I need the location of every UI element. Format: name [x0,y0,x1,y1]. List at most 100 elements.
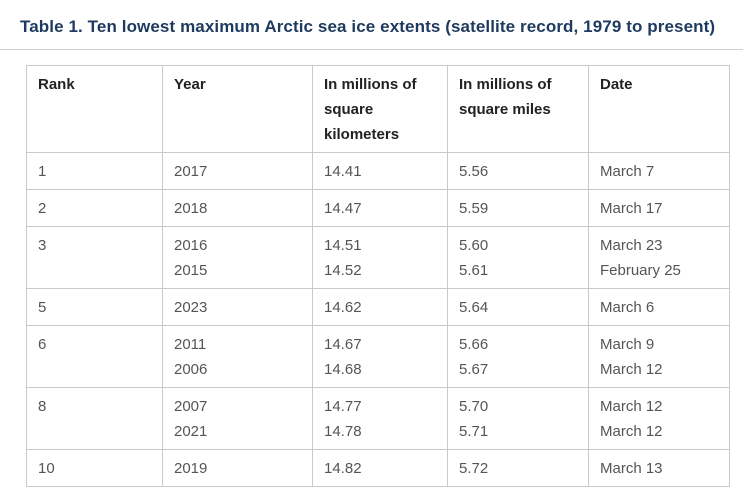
sea-ice-extent-table: Rank Year In millions of square kilometers In… [26,65,730,487]
cell-value: 14.52 [324,262,362,279]
cell-value: 2017 [174,163,208,180]
cell-value: 14.62 [324,299,362,316]
cell-value: 2 [38,200,47,217]
cell-value: 14.77 [324,398,362,415]
cell-value: 10 [38,460,55,477]
cell-value: 5.56 [459,163,489,180]
cell-value: 5.71 [459,423,489,440]
cell-value: March 7 [600,163,655,180]
column-header-line: Year [174,76,206,93]
cell-value: 3 [38,237,47,254]
cell-value: 2011 [174,336,207,353]
cell-value: 2016 [174,237,208,254]
column-header-year: Year [162,65,313,153]
cell-year: 2023 [162,288,313,326]
table-row: 8 2007 2021 14.77 14.78 5.70 5.71 March 12 March… [26,387,730,450]
cell-date: March 9 March 12 [588,325,730,388]
cell-value: 2021 [174,423,208,440]
cell-value: 2019 [174,460,208,477]
column-header-line: square [324,101,374,118]
cell-value: March 9 [600,336,655,353]
column-header-line: Date [600,76,633,93]
cell-sq-km: 14.47 [312,189,448,227]
cell-rank: 2 [26,189,163,227]
cell-value: 5.67 [459,361,489,378]
cell-value: 2023 [174,299,208,316]
cell-sq-km: 14.67 14.68 [312,325,448,388]
column-header-line: kilometers [324,126,400,143]
cell-rank: 6 [26,325,163,388]
table-caption: Table 1. Ten lowest maximum Arctic sea i… [20,17,716,36]
cell-value: 14.68 [324,361,362,378]
cell-value: 5.72 [459,460,489,477]
cell-sq-km: 14.51 14.52 [312,226,448,289]
cell-sq-km: 14.62 [312,288,448,326]
table-row: 10 2019 14.82 5.72 March 13 [26,449,730,487]
cell-value: March 17 [600,200,663,217]
table-header: Rank Year In millions of square kilometers In… [26,65,730,153]
title-divider [0,49,743,50]
table-row: 3 2016 2015 14.51 14.52 5.60 5.61 March 23 Febru… [26,226,730,289]
cell-rank: 1 [26,152,163,190]
cell-date: March 23 February 25 [588,226,730,289]
cell-value: 14.51 [324,237,362,254]
cell-sq-km: 14.41 [312,152,448,190]
cell-value: 2015 [174,262,208,279]
column-header-sq-km: In millions of square kilometers [312,65,448,153]
cell-value: March 23 [600,237,663,254]
cell-value: 14.41 [324,163,362,180]
column-header-line: Rank [38,76,75,93]
cell-year: 2018 [162,189,313,227]
cell-value: March 12 [600,361,663,378]
table-body: 1 2017 14.41 5.56 March 7 2 2018 14.47 5.59 March… [26,152,730,487]
cell-value: 14.47 [324,200,362,217]
column-header-date: Date [588,65,730,153]
cell-date: March 6 [588,288,730,326]
cell-date: March 7 [588,152,730,190]
cell-rank: 5 [26,288,163,326]
cell-value: March 12 [600,423,663,440]
cell-year: 2019 [162,449,313,487]
column-header-line: In millions of [459,76,552,93]
cell-year: 2016 2015 [162,226,313,289]
cell-date: March 12 March 12 [588,387,730,450]
cell-value: 2007 [174,398,208,415]
cell-value: February 25 [600,262,681,279]
cell-sq-miles: 5.59 [447,189,589,227]
cell-year: 2017 [162,152,313,190]
column-header-line: In millions of [324,76,417,93]
cell-value: 5.66 [459,336,489,353]
cell-year: 2007 2021 [162,387,313,450]
cell-sq-miles: 5.70 5.71 [447,387,589,450]
cell-date: March 13 [588,449,730,487]
cell-value: 6 [38,336,47,353]
table-row: 2 2018 14.47 5.59 March 17 [26,189,730,227]
cell-value: 5.61 [459,262,489,279]
cell-value: 5.64 [459,299,489,316]
cell-value: 8 [38,398,47,415]
cell-sq-km: 14.77 14.78 [312,387,448,450]
cell-sq-miles: 5.66 5.67 [447,325,589,388]
cell-value: 5.59 [459,200,489,217]
cell-value: 14.82 [324,460,362,477]
cell-value: 2006 [174,361,208,378]
cell-sq-miles: 5.60 5.61 [447,226,589,289]
cell-value: March 13 [600,460,663,477]
table-row: 6 2011 2006 14.67 14.68 5.66 5.67 March 9 March … [26,325,730,388]
cell-value: March 12 [600,398,663,415]
cell-date: March 17 [588,189,730,227]
cell-value: 5.70 [459,398,489,415]
cell-value: 14.78 [324,423,362,440]
header-row: Rank Year In millions of square kilometers In… [26,65,730,153]
cell-sq-miles: 5.72 [447,449,589,487]
column-header-rank: Rank [26,65,163,153]
table-row: 1 2017 14.41 5.56 March 7 [26,152,730,190]
cell-value: 14.67 [324,336,362,353]
cell-value: 2018 [174,200,208,217]
cell-value: 1 [38,163,47,180]
cell-rank: 10 [26,449,163,487]
cell-sq-miles: 5.56 [447,152,589,190]
cell-value: March 6 [600,299,655,316]
cell-rank: 3 [26,226,163,289]
cell-value: 5 [38,299,47,316]
